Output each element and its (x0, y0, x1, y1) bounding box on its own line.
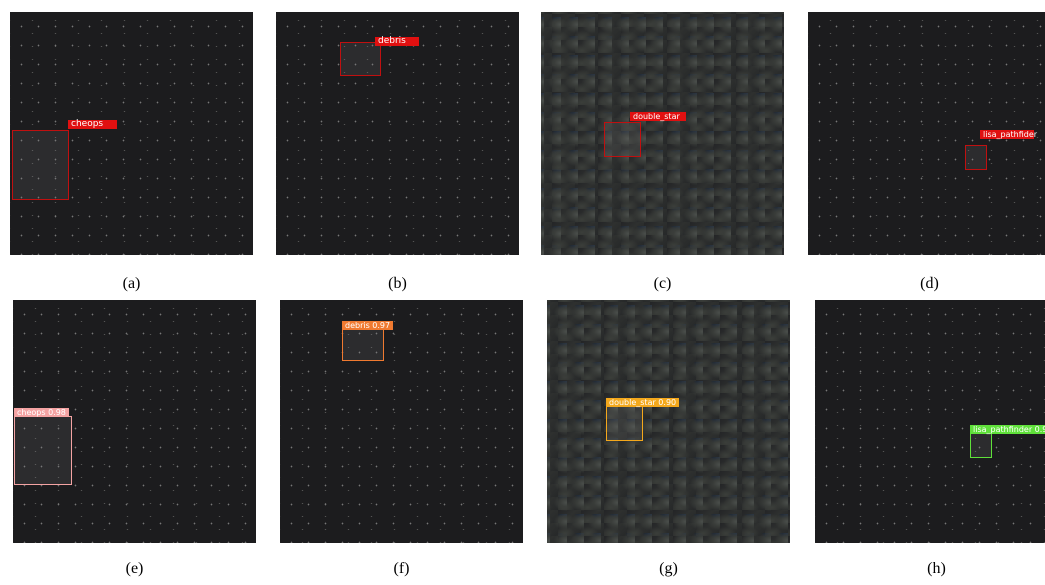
image-panel: debris (276, 12, 519, 255)
box-label: lisa_pathfinder 0.95 (970, 425, 1045, 434)
bounding-box (965, 145, 987, 170)
caption: (h) (815, 560, 1045, 578)
image-panel: cheops 0.98 (13, 300, 256, 543)
image-panel: lisa_pathfider (808, 12, 1045, 255)
box-label: debris (375, 37, 419, 46)
figure: {"panels":[ {"caption":"(a)","label":"ch… (0, 0, 1045, 585)
box-label: double_star 0.90 (606, 398, 679, 407)
image-panel: cheops (10, 12, 253, 255)
caption: (g) (547, 560, 790, 578)
box-label: cheops (68, 120, 117, 129)
caption: (a) (10, 275, 253, 293)
bounding-box (606, 406, 643, 441)
box-label: debris 0.97 (342, 321, 393, 330)
caption: (d) (808, 275, 1045, 293)
bounding-box (604, 122, 641, 157)
box-label: double_star (630, 112, 686, 121)
image-panel: double_star (541, 12, 784, 255)
bounding-box (12, 130, 69, 200)
image-panel: double_star 0.90 (547, 300, 790, 543)
image-panel: debris 0.97 (280, 300, 523, 543)
bounding-box (340, 42, 381, 76)
bounding-box (342, 329, 384, 361)
box-label: lisa_pathfider (980, 130, 1034, 139)
caption: (c) (541, 275, 784, 293)
box-label: cheops 0.98 (14, 408, 69, 417)
caption: (e) (13, 560, 256, 578)
caption: (b) (276, 275, 519, 293)
bounding-box (14, 416, 72, 485)
image-panel: lisa_pathfinder 0.95 (815, 300, 1045, 543)
caption: (f) (280, 560, 523, 578)
bounding-box (970, 432, 992, 458)
